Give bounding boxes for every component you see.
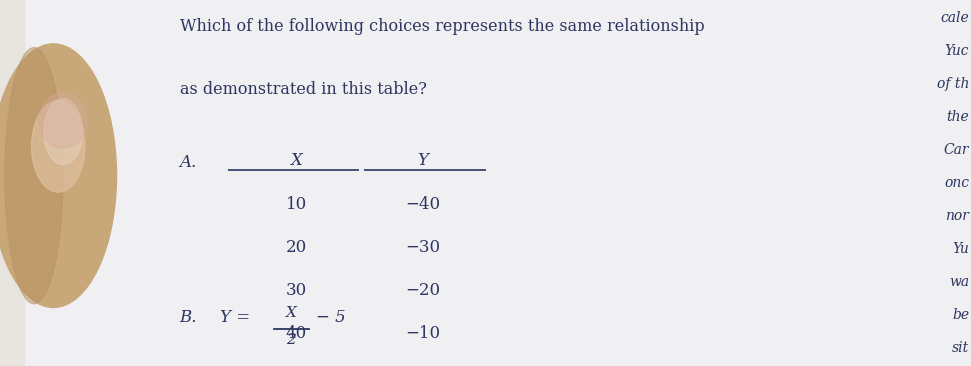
Text: −20: −20 xyxy=(405,282,440,299)
Text: Yuc: Yuc xyxy=(945,44,969,58)
Text: 40: 40 xyxy=(285,325,307,342)
Text: A.: A. xyxy=(180,154,197,171)
Text: Yu: Yu xyxy=(953,242,969,256)
Text: B.: B. xyxy=(180,309,197,326)
Text: cale: cale xyxy=(940,11,969,25)
Text: 20: 20 xyxy=(285,239,307,256)
Text: −40: −40 xyxy=(405,196,440,213)
Text: sit: sit xyxy=(952,341,969,355)
Text: as demonstrated in this table?: as demonstrated in this table? xyxy=(180,81,426,97)
Text: −10: −10 xyxy=(405,325,440,342)
Text: the: the xyxy=(947,110,969,124)
Text: X: X xyxy=(290,152,302,169)
Text: Car: Car xyxy=(944,143,969,157)
Text: 2: 2 xyxy=(286,333,296,347)
Text: of th: of th xyxy=(937,77,969,91)
Bar xyxy=(0,0,24,366)
Text: Which of the following choices represents the same relationship: Which of the following choices represent… xyxy=(180,18,704,35)
Text: be: be xyxy=(952,308,969,322)
Text: 10: 10 xyxy=(285,196,307,213)
Text: nor: nor xyxy=(945,209,969,223)
Text: 30: 30 xyxy=(285,282,307,299)
Text: Y =: Y = xyxy=(220,309,251,326)
Text: −30: −30 xyxy=(405,239,440,256)
Ellipse shape xyxy=(44,99,83,165)
Text: Y: Y xyxy=(417,152,428,169)
Ellipse shape xyxy=(0,44,117,307)
Text: X: X xyxy=(285,306,297,320)
Ellipse shape xyxy=(31,101,85,192)
Ellipse shape xyxy=(39,93,87,148)
Text: wa: wa xyxy=(949,275,969,289)
Text: − 5: − 5 xyxy=(316,309,346,326)
Text: onc: onc xyxy=(944,176,969,190)
Ellipse shape xyxy=(5,48,63,304)
